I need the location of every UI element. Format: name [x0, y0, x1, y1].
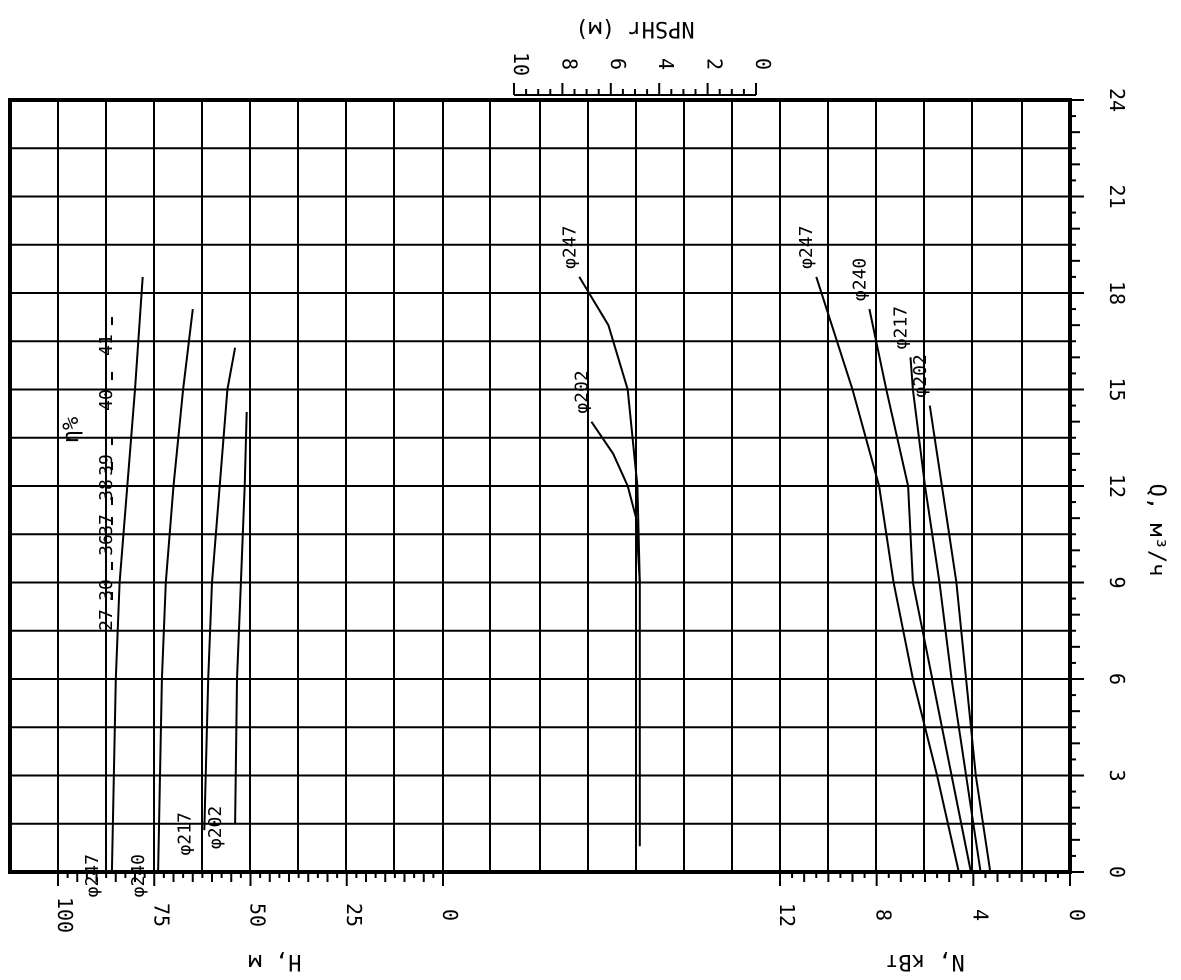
q-tick-label: 15 [1105, 377, 1129, 401]
efficiency-level-label: 37 [96, 514, 117, 536]
npsh-tick-label: 6 [606, 58, 630, 70]
power-curve-φ247 [815, 276, 960, 873]
power-tick-label: 4 [968, 909, 992, 921]
power-curve-φ202 [928, 405, 992, 873]
head-curve-φ202 [234, 411, 248, 824]
chart-axes [57, 83, 1084, 886]
npsh-tick-label: 8 [557, 58, 581, 70]
efficiency-level-label: 38 [96, 479, 117, 501]
efficiency-level-label: 27 [96, 609, 117, 631]
head-tick-label: 25 [342, 903, 366, 927]
power-curve-label: φ217 [891, 306, 912, 349]
power-tick-label: 12 [775, 903, 799, 927]
npsh-axis-label: NPSHr (м) [575, 16, 694, 41]
head-curve-label: φ202 [205, 806, 226, 849]
npsh-curve-label: φ247 [559, 226, 580, 269]
efficiency-level-label: 36 [96, 534, 117, 556]
q-axis-label: Q, м³/ч [1144, 484, 1169, 577]
q-tick-label: 0 [1105, 866, 1129, 878]
power-curve-label: φ202 [910, 354, 931, 397]
power-curve-label: φ247 [796, 226, 817, 269]
head-tick-label: 75 [149, 903, 173, 927]
chart-grid [10, 100, 1070, 872]
npsh-tick-label: 2 [703, 58, 727, 70]
head-axis-label: H, м [249, 949, 302, 974]
head-curve-label: φ217 [174, 812, 195, 855]
npsh-curve-φ247 [578, 276, 641, 847]
efficiency-label: η% [59, 417, 84, 444]
q-tick-label: 3 [1105, 769, 1129, 781]
npsh-tick-label: 0 [751, 58, 775, 70]
head-tick-label: 50 [246, 903, 270, 927]
efficiency-level-label: 39 [96, 454, 117, 476]
chart-curves [110, 276, 992, 873]
power-curve-φ217 [909, 357, 982, 873]
head-curve-label: φ247 [82, 854, 103, 897]
head-tick-label: 0 [438, 909, 462, 921]
npsh-tick-label: 4 [654, 58, 678, 70]
power-curve-φ240 [868, 308, 972, 873]
efficiency-level-label: 30 [96, 579, 117, 601]
q-tick-label: 12 [1105, 474, 1129, 498]
head-curve-label: φ240 [128, 854, 149, 897]
head-curve-φ247 [110, 276, 144, 873]
q-tick-label: 18 [1105, 281, 1129, 305]
q-tick-label: 24 [1105, 88, 1129, 112]
head-curve-φ217 [203, 347, 237, 831]
npsh-curve-φ202 [590, 421, 641, 583]
q-tick-label: 6 [1105, 673, 1129, 685]
npsh-tick-label: 10 [509, 52, 533, 76]
power-curve-label: φ240 [849, 258, 870, 301]
npsh-curve-label: φ202 [571, 370, 592, 413]
head-curve-φ240 [157, 308, 194, 873]
q-tick-label: 9 [1105, 576, 1129, 588]
q-tick-label: 21 [1105, 184, 1129, 208]
power-tick-label: 8 [872, 909, 896, 921]
efficiency-level-label: 40 [96, 389, 117, 411]
head-tick-label: 100 [53, 897, 77, 933]
power-tick-label: 0 [1065, 909, 1089, 921]
power-axis-label: N, кВт [885, 949, 964, 974]
efficiency-level-label: 41 [96, 334, 117, 356]
